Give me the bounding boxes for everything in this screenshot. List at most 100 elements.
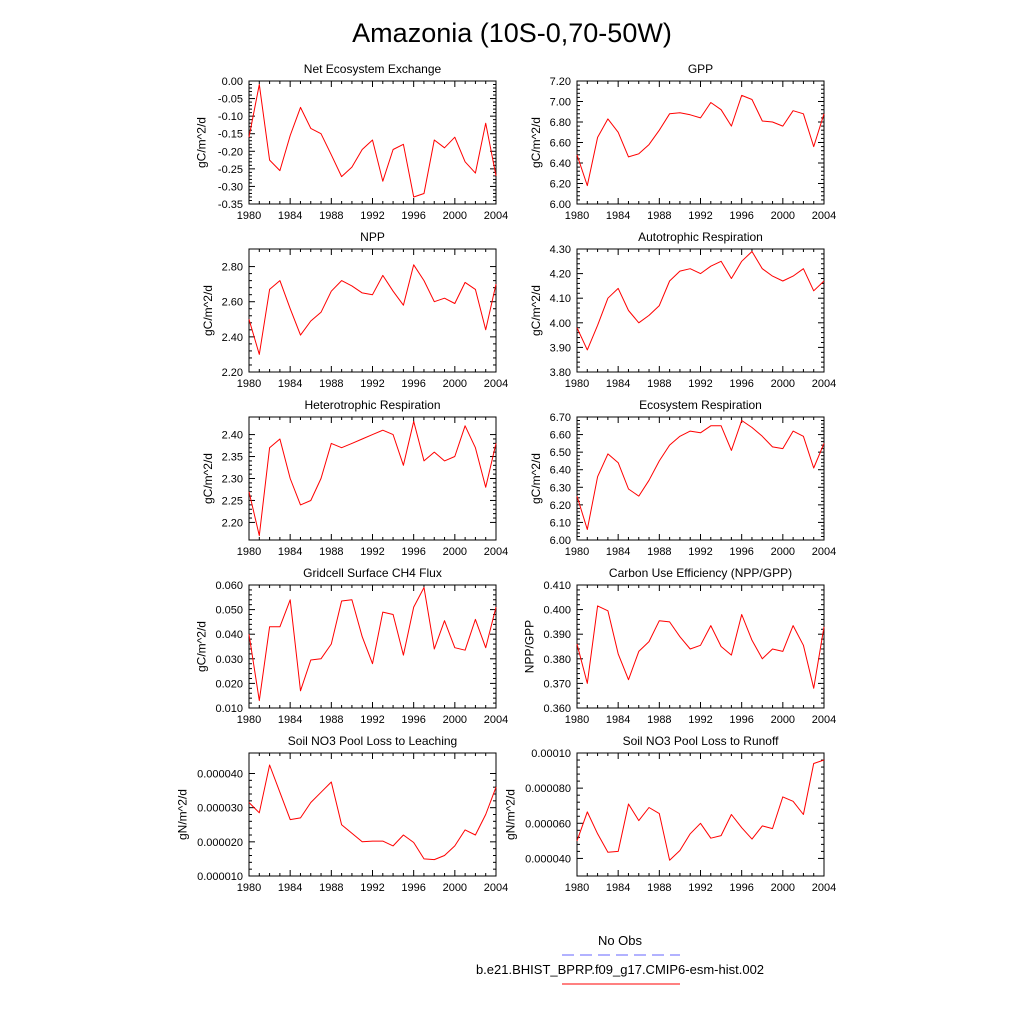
autotrophic-respiration-x-tick-label: 2000 (771, 378, 795, 390)
net-ecosystem-exchange-y-tick-label: -0.25 (218, 164, 243, 176)
gpp-y-axis-label: gC/m^2/d (529, 117, 543, 168)
heterotrophic-respiration-series-line (248, 420, 497, 537)
carbon-use-efficiency-npp-gpp-x-tick-label: 1988 (647, 714, 671, 726)
carbon-use-efficiency-npp-gpp-x-tick-label: 2000 (771, 714, 795, 726)
npp-y-tick-label: 2.80 (222, 262, 243, 274)
gpp-x-tick-label: 1980 (565, 210, 589, 222)
autotrophic-respiration-plot-frame (576, 248, 825, 373)
carbon-use-efficiency-npp-gpp-y-tick-label: 0.360 (543, 703, 571, 715)
npp-x-tick-label: 2004 (484, 378, 508, 390)
carbon-use-efficiency-npp-gpp-x-tick-label: 1984 (606, 714, 630, 726)
soil-no3-pool-loss-to-runoff-x-tick-label: 1992 (688, 882, 712, 894)
autotrophic-respiration-y-tick-label: 4.00 (550, 318, 571, 330)
gridcell-surface-ch4-flux-x-tick-label: 1996 (401, 714, 425, 726)
soil-no3-pool-loss-to-runoff-x-tick-label: 2000 (771, 882, 795, 894)
gpp-title: GPP (688, 62, 713, 76)
npp-y-axis-label: gC/m^2/d (201, 285, 215, 336)
carbon-use-efficiency-npp-gpp-y-tick-label: 0.400 (543, 605, 571, 617)
gridcell-surface-ch4-flux-y-tick-label: 0.010 (215, 703, 243, 715)
carbon-use-efficiency-npp-gpp-x-tick-label: 2004 (812, 714, 836, 726)
ecosystem-respiration-x-tick-label: 1996 (729, 546, 753, 558)
heterotrophic-respiration-plot-frame (248, 416, 497, 541)
gridcell-surface-ch4-flux-y-axis-label: gC/m^2/d (195, 621, 209, 672)
autotrophic-respiration-y-tick-label: 3.80 (550, 367, 571, 379)
gpp-x-tick-label: 1988 (647, 210, 671, 222)
npp-x-tick-label: 1984 (278, 378, 302, 390)
soil-no3-pool-loss-to-leaching-title: Soil NO3 Pool Loss to Leaching (288, 734, 457, 748)
soil-no3-pool-loss-to-runoff-x-tick-label: 2004 (812, 882, 836, 894)
panels: Net Ecosystem Exchange 1980 1984 1988 1992 19… (176, 62, 837, 894)
soil-no3-pool-loss-to-runoff-x-tick-label: 1980 (565, 882, 589, 894)
carbon-use-efficiency-npp-gpp-x-tick-label: 1992 (688, 714, 712, 726)
net-ecosystem-exchange-x-tick-label: 1996 (401, 210, 425, 222)
net-ecosystem-exchange-y-tick-label: -0.10 (218, 111, 243, 123)
soil-no3-pool-loss-to-runoff-title: Soil NO3 Pool Loss to Runoff (623, 734, 780, 748)
soil-no3-pool-loss-to-leaching-panel: Soil NO3 Pool Loss to Leaching 1980 1984 19… (176, 734, 509, 894)
ecosystem-respiration-series-line (576, 420, 825, 530)
soil-no3-pool-loss-to-runoff-y-tick-label: 0.000060 (525, 818, 571, 830)
autotrophic-respiration-y-tick-label: 4.20 (550, 269, 571, 281)
ecosystem-respiration-y-tick-label: 6.10 (550, 517, 571, 529)
soil-no3-pool-loss-to-runoff-x-tick-label: 1984 (606, 882, 630, 894)
soil-no3-pool-loss-to-leaching-x-tick-label: 1980 (237, 882, 261, 894)
npp-plot-frame (248, 248, 497, 373)
ecosystem-respiration-panel: Ecosystem Respiration 1980 1984 1988 1992 199… (529, 398, 836, 558)
soil-no3-pool-loss-to-runoff-plot-frame (576, 752, 825, 877)
ecosystem-respiration-plot-frame (576, 416, 825, 541)
autotrophic-respiration-x-tick-label: 1984 (606, 378, 630, 390)
net-ecosystem-exchange-y-axis-label: gC/m^2/d (195, 117, 209, 168)
gridcell-surface-ch4-flux-x-tick-label: 1984 (278, 714, 302, 726)
soil-no3-pool-loss-to-leaching-x-tick-label: 1992 (360, 882, 384, 894)
gpp-x-tick-label: 1984 (606, 210, 630, 222)
autotrophic-respiration-title: Autotrophic Respiration (638, 230, 763, 244)
soil-no3-pool-loss-to-runoff-series-line (576, 759, 825, 861)
heterotrophic-respiration-x-tick-label: 1988 (319, 546, 343, 558)
carbon-use-efficiency-npp-gpp-series-line (576, 605, 825, 689)
soil-no3-pool-loss-to-runoff-panel: Soil NO3 Pool Loss to Runoff 1980 1984 1988… (504, 734, 837, 894)
gpp-y-tick-label: 6.60 (550, 138, 571, 150)
heterotrophic-respiration-x-tick-label: 2004 (484, 546, 508, 558)
gpp-y-tick-label: 6.00 (550, 199, 571, 211)
net-ecosystem-exchange-y-tick-label: -0.20 (218, 146, 243, 158)
net-ecosystem-exchange-y-tick-label: -0.30 (218, 181, 243, 193)
soil-no3-pool-loss-to-runoff-y-axis-label: gN/m^2/d (504, 789, 518, 840)
soil-no3-pool-loss-to-runoff-y-tick-label: 0.000040 (525, 853, 571, 865)
npp-y-tick-label: 2.40 (222, 332, 243, 344)
soil-no3-pool-loss-to-leaching-x-tick-label: 1996 (401, 882, 425, 894)
gridcell-surface-ch4-flux-y-tick-label: 0.020 (215, 678, 243, 690)
ecosystem-respiration-y-tick-label: 6.20 (550, 500, 571, 512)
gpp-x-tick-label: 1992 (688, 210, 712, 222)
ecosystem-respiration-x-tick-label: 1980 (565, 546, 589, 558)
npp-x-tick-label: 1992 (360, 378, 384, 390)
carbon-use-efficiency-npp-gpp-y-tick-label: 0.410 (543, 580, 571, 592)
gridcell-surface-ch4-flux-y-tick-label: 0.050 (215, 605, 243, 617)
heterotrophic-respiration-x-tick-label: 1992 (360, 546, 384, 558)
autotrophic-respiration-panel: Autotrophic Respiration 1980 1984 1988 1992 1… (529, 230, 836, 390)
gpp-plot-frame (576, 80, 825, 205)
soil-no3-pool-loss-to-runoff-y-tick-label: 0.00010 (531, 748, 571, 760)
soil-no3-pool-loss-to-runoff-x-tick-label: 1996 (729, 882, 753, 894)
net-ecosystem-exchange-title: Net Ecosystem Exchange (304, 62, 442, 76)
autotrophic-respiration-y-tick-label: 4.30 (550, 244, 571, 256)
autotrophic-respiration-y-tick-label: 4.10 (550, 293, 571, 305)
carbon-use-efficiency-npp-gpp-y-tick-label: 0.370 (543, 678, 571, 690)
carbon-use-efficiency-npp-gpp-y-tick-label: 0.390 (543, 629, 571, 641)
gpp-y-tick-label: 6.80 (550, 117, 571, 129)
legend-obs-label: No Obs (598, 933, 643, 948)
soil-no3-pool-loss-to-leaching-y-tick-label: 0.000040 (197, 769, 243, 781)
carbon-use-efficiency-npp-gpp-panel: Carbon Use Efficiency (NPP/GPP) 1980 1984 1… (523, 566, 837, 726)
net-ecosystem-exchange-x-tick-label: 1988 (319, 210, 343, 222)
ecosystem-respiration-x-tick-label: 2004 (812, 546, 836, 558)
ecosystem-respiration-y-tick-label: 6.70 (550, 412, 571, 424)
soil-no3-pool-loss-to-runoff-x-tick-label: 1988 (647, 882, 671, 894)
heterotrophic-respiration-x-tick-label: 1984 (278, 546, 302, 558)
gridcell-surface-ch4-flux-y-tick-label: 0.060 (215, 580, 243, 592)
legend: No Obs b.e21.BHIST_BPRP.f09_g17.CMIP6-es… (476, 933, 764, 985)
net-ecosystem-exchange-y-tick-label: -0.35 (218, 199, 243, 211)
heterotrophic-respiration-x-tick-label: 1996 (401, 546, 425, 558)
carbon-use-efficiency-npp-gpp-title: Carbon Use Efficiency (NPP/GPP) (609, 566, 792, 580)
npp-y-tick-label: 2.20 (222, 367, 243, 379)
net-ecosystem-exchange-x-tick-label: 1992 (360, 210, 384, 222)
gpp-y-tick-label: 7.20 (550, 76, 571, 88)
